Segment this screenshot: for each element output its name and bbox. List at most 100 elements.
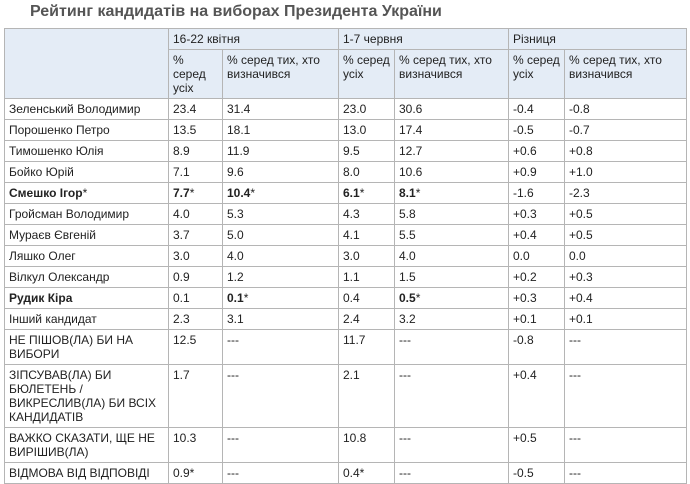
name-cell: Порошенко Петро [4,119,169,141]
value-cell: 5.3 [222,203,339,225]
rating-table: 16-22 квітня 1-7 червня Різниця% серед усі… [4,28,687,484]
data-row: Рудик Кіра 0.1 0.1* 0.4 0.5* +0.3 +0.4 [4,287,687,309]
value-cell: 0.0 [564,245,687,267]
data-row: Гройсман Володимир 4.0 5.3 4.3 5.8 +0.3 +0.5 [4,203,687,225]
value-cell: 13.5 [168,119,223,141]
subheader-row: % серед усіх% серед тих, хто визначився%… [5,49,687,99]
cell-text: 8.1 [399,186,416,200]
name-cell: Тимошенко Юлія [4,140,169,162]
value-cell: --- [564,364,687,428]
data-row: Зеленський Володимир 23.4 31.4 23.0 30.6 -0.4… [4,98,687,120]
value-cell: +0.5 [564,203,687,225]
value-cell: --- [564,427,687,463]
cell-text: 0.5 [399,291,416,305]
data-row: Порошенко Петро 13.5 18.1 13.0 17.4 -0.5 -0.7 [4,119,687,141]
value-cell: +0.4 [564,287,687,309]
page: Рейтинг кандидатів на виборах Президента… [4,3,687,484]
cell-text: 7.7 [173,186,190,200]
value-cell: --- [394,427,509,463]
data-row: Смешко Ігор* 7.7* 10.4* 6.1* 8.1* -1.6 -2.3 [4,182,687,204]
value-cell: 1.5 [394,266,509,288]
footnote-mark: * [243,291,249,305]
value-cell: 10.3 [168,427,223,463]
value-cell: --- [222,329,339,365]
value-cell: 10.8 [338,427,395,463]
value-cell: 12.5 [168,329,223,365]
data-row: Ляшко Олег 3.0 4.0 3.0 4.0 0.0 0.0 [4,245,687,267]
value-cell: 3.0 [168,245,223,267]
data-row: Тимошенко Юлія 8.9 11.9 9.5 12.7 +0.6 +0.8 [4,140,687,162]
value-cell: 1.7 [168,364,223,428]
subheader: % серед усіх [338,49,395,99]
footnote-mark: * [415,291,421,305]
subheader: % серед тих, хто визначився [564,49,687,99]
cell-text: Смешко Ігор [9,186,83,200]
name-cell: Зеленський Володимир [4,98,169,120]
value-cell: 0.4 [338,287,395,309]
value-cell: +1.0 [564,161,687,183]
value-cell: -0.8 [508,329,565,365]
value-cell: -0.7 [564,119,687,141]
value-cell: 0.9* [168,462,223,484]
value-cell: 31.4 [222,98,339,120]
value-cell: 5.8 [394,203,509,225]
value-cell: +0.3 [564,266,687,288]
value-cell: --- [394,329,509,365]
value-cell: 6.1* [338,182,395,204]
value-cell: 3.2 [394,308,509,330]
value-cell: --- [394,364,509,428]
value-cell: --- [222,364,339,428]
footnote-mark: * [250,186,256,200]
value-cell: 5.0 [222,224,339,246]
data-row: ЗІПСУВАВ(ЛА) БИ БЮЛЕТЕНЬ / ВИКРЕСЛИВ(ЛА)… [4,364,687,428]
value-cell: +0.1 [564,308,687,330]
value-cell: +0.4 [508,364,565,428]
value-cell: 4.0 [222,245,339,267]
value-cell: 7.7* [168,182,223,204]
name-cell: ВАЖКО СКАЗАТИ, ЩЕ НЕ ВИРІШИВ(ЛА) [4,427,169,463]
data-row: Вілкул Олександр 0.9 1.2 1.1 1.5 +0.2 +0.3 [4,266,687,288]
value-cell: 10.6 [394,161,509,183]
value-cell: 5.5 [394,224,509,246]
value-cell: 8.0 [338,161,395,183]
cell-text: 6.1 [343,186,360,200]
name-cell: ВІДМОВА ВІД ВІДПОВІДІ [4,462,169,484]
title: Рейтинг кандидатів на виборах Президента… [30,3,442,20]
value-cell: --- [564,462,687,484]
value-cell: 0.1* [222,287,339,309]
value-cell: +0.5 [564,224,687,246]
data-row: ВАЖКО СКАЗАТИ, ЩЕ НЕ ВИРІШИВ(ЛА) 10.3 --- 1… [4,427,687,463]
name-cell: Інший кандидат [4,308,169,330]
subheader: % серед тих, хто визначився [222,49,339,99]
data-row: Мураєв Євгеній 3.7 5.0 4.1 5.5 +0.4 +0.5 [4,224,687,246]
value-cell: 1.1 [338,266,395,288]
value-cell: 18.1 [222,119,339,141]
value-cell: +0.6 [508,140,565,162]
footnote-mark: * [82,186,88,200]
value-cell: 0.0 [508,245,565,267]
value-cell: 11.7 [338,329,395,365]
value-cell: --- [564,329,687,365]
value-cell: -0.8 [564,98,687,120]
value-cell: 17.4 [394,119,509,141]
value-cell: 4.3 [338,203,395,225]
subheader: % серед тих, хто визначився [394,49,509,99]
value-cell: 0.5* [394,287,509,309]
value-cell: 11.9 [222,140,339,162]
value-cell: -0.5 [508,462,565,484]
value-cell: +0.3 [508,203,565,225]
value-cell: 23.0 [338,98,395,120]
value-cell: -0.4 [508,98,565,120]
value-cell: +0.3 [508,287,565,309]
value-cell: +0.9 [508,161,565,183]
value-cell: +0.4 [508,224,565,246]
value-cell: +0.8 [564,140,687,162]
group-header: 1-7 червня [338,28,509,50]
value-cell: 4.1 [338,224,395,246]
name-cell: Бойко Юрій [4,161,169,183]
name-cell: Гройсман Володимир [4,203,169,225]
value-cell: --- [222,462,339,484]
footnote-mark: * [359,186,365,200]
value-cell: --- [222,427,339,463]
value-cell: 3.7 [168,224,223,246]
